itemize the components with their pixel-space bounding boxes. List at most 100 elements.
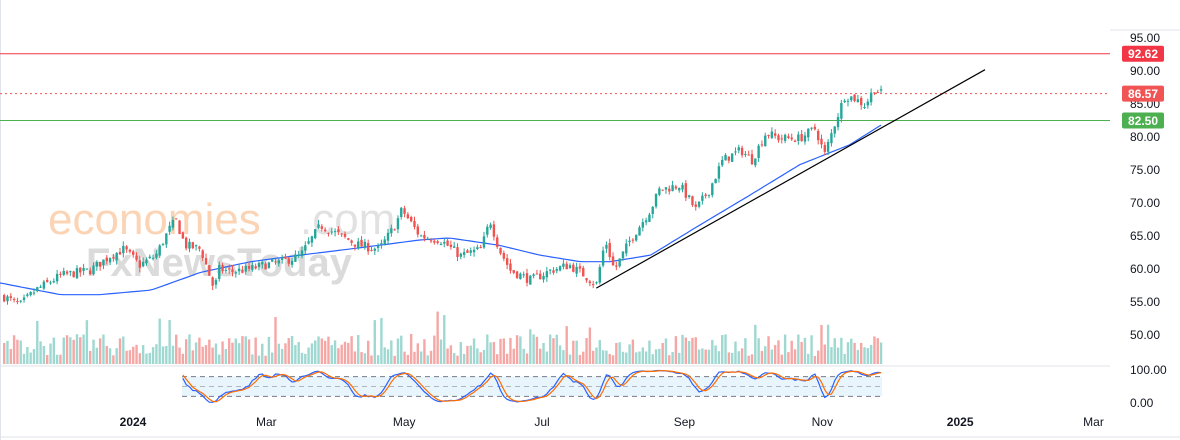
candle-body bbox=[866, 101, 870, 106]
volume-bar bbox=[363, 353, 367, 364]
volume-bar bbox=[724, 334, 727, 364]
volume-bar bbox=[125, 350, 128, 364]
time-tick: Nov bbox=[812, 415, 833, 429]
volume-bar bbox=[492, 342, 496, 364]
volume-bar bbox=[151, 347, 155, 364]
candle-body bbox=[790, 137, 793, 140]
candle-body bbox=[175, 218, 178, 220]
volume-bar bbox=[486, 334, 489, 364]
volume-bar bbox=[621, 351, 625, 364]
trendline[interactable] bbox=[596, 69, 986, 289]
volume-bar bbox=[644, 351, 648, 364]
candle-body bbox=[218, 264, 221, 279]
price-axis[interactable]: 95.0090.0085.0080.0075.0070.0065.0060.00… bbox=[1130, 31, 1160, 342]
candle-body bbox=[165, 233, 168, 245]
candle-body bbox=[565, 263, 568, 270]
candle-body bbox=[145, 259, 148, 264]
volume-bar bbox=[175, 334, 178, 364]
candle-body bbox=[188, 241, 191, 249]
candle-body bbox=[638, 227, 641, 236]
candle-body bbox=[413, 221, 416, 227]
candle-body bbox=[393, 229, 396, 231]
volume-bar bbox=[161, 346, 165, 364]
candle-body bbox=[694, 204, 697, 207]
candle-body bbox=[55, 273, 59, 282]
candle-body bbox=[184, 237, 188, 249]
candle-body bbox=[466, 250, 469, 253]
candle-body bbox=[290, 260, 294, 265]
candle-body bbox=[327, 232, 330, 234]
candle-body bbox=[519, 273, 522, 280]
volume-bar bbox=[65, 335, 69, 364]
price-tick: 95.00 bbox=[1130, 31, 1160, 45]
candle-body bbox=[453, 246, 456, 248]
candle-body bbox=[654, 193, 658, 207]
candle-body bbox=[132, 251, 135, 255]
volume-bar bbox=[648, 340, 651, 364]
candle-body bbox=[704, 194, 707, 196]
volume-bar bbox=[370, 355, 373, 364]
volume-bar bbox=[618, 342, 621, 364]
volume-bar bbox=[496, 354, 499, 364]
volume-bar bbox=[317, 336, 320, 364]
price-tick: 50.00 bbox=[1130, 328, 1160, 342]
volume-bar bbox=[780, 354, 783, 364]
candle-body bbox=[764, 135, 767, 147]
volume-bar bbox=[191, 350, 194, 364]
volume-bar bbox=[472, 338, 476, 364]
candle-body bbox=[419, 235, 423, 237]
candle-body bbox=[198, 246, 201, 249]
candle-body bbox=[668, 188, 671, 192]
candle-body bbox=[386, 232, 390, 241]
candle-body bbox=[754, 158, 757, 166]
candle-body bbox=[863, 106, 866, 108]
volume-bar bbox=[694, 337, 697, 364]
volume-bar bbox=[585, 338, 588, 364]
volume-bar bbox=[294, 345, 297, 364]
candle-body bbox=[717, 166, 721, 179]
volume-bar bbox=[515, 335, 519, 364]
time-axis[interactable]: 2024 Mar May Jul Sep Nov 2025 Mar bbox=[120, 415, 1104, 429]
candle-body bbox=[443, 242, 446, 244]
volume-bar bbox=[449, 345, 453, 364]
volume-bar bbox=[800, 341, 803, 364]
volume-bar bbox=[816, 350, 820, 364]
watermark: economies .com FxNewsToday bbox=[48, 195, 395, 285]
candle-body bbox=[876, 92, 879, 94]
candle-body bbox=[409, 217, 413, 222]
candle-body bbox=[588, 281, 592, 284]
volume-bar bbox=[108, 348, 112, 364]
candle-body bbox=[793, 140, 797, 142]
volume-bar bbox=[578, 354, 582, 364]
volume-bar bbox=[433, 335, 436, 364]
candle-body bbox=[2, 295, 6, 302]
candle-body bbox=[618, 258, 621, 267]
candle-body bbox=[36, 287, 39, 292]
volume-bar bbox=[267, 336, 271, 364]
candle-body bbox=[274, 261, 277, 263]
volume-bar bbox=[102, 334, 105, 364]
candle-body bbox=[161, 244, 165, 246]
volume-bar bbox=[873, 336, 876, 364]
candle-body bbox=[486, 226, 489, 235]
candle-body bbox=[807, 128, 810, 138]
volume-bar bbox=[32, 349, 36, 364]
volume-bar bbox=[850, 338, 853, 364]
candle-body bbox=[770, 131, 774, 138]
candle-body bbox=[380, 243, 383, 245]
volume-bar bbox=[59, 354, 62, 364]
candle-body bbox=[714, 178, 717, 184]
candle-body bbox=[558, 266, 562, 271]
volume-bar bbox=[790, 340, 793, 364]
candle-body bbox=[505, 258, 509, 265]
volume-bar bbox=[353, 351, 357, 364]
volume-bar bbox=[489, 342, 492, 364]
horizontal-levels[interactable] bbox=[0, 53, 1110, 121]
volume-bar bbox=[271, 352, 274, 364]
candle-body bbox=[141, 261, 145, 267]
volume-bar bbox=[396, 338, 400, 364]
volume-bar bbox=[6, 340, 9, 364]
volume-bar bbox=[165, 346, 168, 364]
volume-bar bbox=[439, 339, 443, 364]
